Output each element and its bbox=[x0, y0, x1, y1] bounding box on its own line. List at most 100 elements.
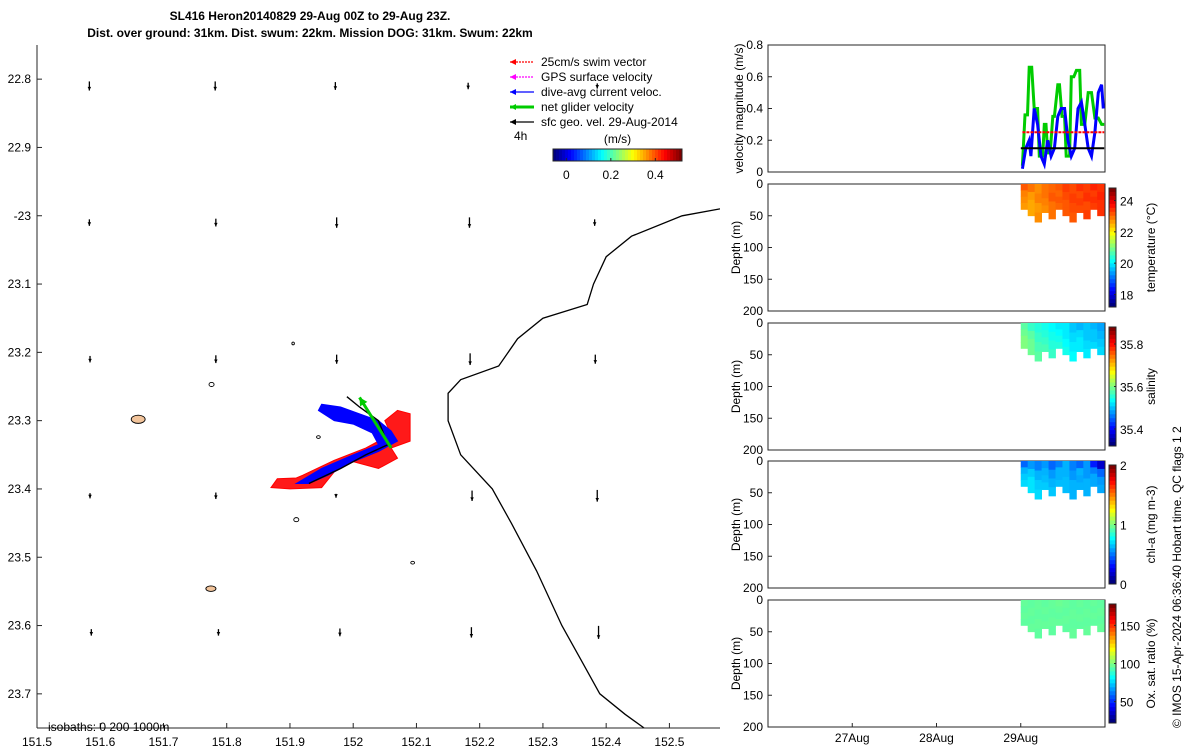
speed-colorbar-seg-8 bbox=[577, 149, 581, 161]
heatmap-cell-1-0-3 bbox=[1041, 323, 1049, 331]
speed-colorbar-tick-label-2: 0.4 bbox=[647, 168, 664, 182]
heatmap-cell-1-0-6 bbox=[1062, 323, 1070, 332]
colorbar-seg-1-22 bbox=[1109, 414, 1116, 419]
sfc-vel-arrowhead-0-4 bbox=[595, 84, 599, 89]
sfc-vel-arrowhead-0-0 bbox=[87, 86, 92, 91]
heatmap-cell-2-1-9 bbox=[1083, 469, 1091, 479]
speed-colorbar-seg-12 bbox=[589, 149, 593, 161]
colorbar-seg-1-7 bbox=[1109, 354, 1116, 360]
colorbar-seg-0-16 bbox=[1109, 251, 1116, 256]
colorbar-seg-0-3 bbox=[1109, 199, 1116, 205]
heatmap-cell-3-0-0 bbox=[1020, 600, 1029, 607]
speed-colorbar-seg-0 bbox=[553, 149, 557, 161]
heatmap-cell-1-3-7 bbox=[1069, 351, 1077, 362]
map-y-tick-label-0: 22.8 bbox=[8, 72, 32, 86]
colorbar-seg-1-0 bbox=[1109, 327, 1116, 332]
colorbar-label-2: chl-a (mg m-3) bbox=[1144, 485, 1158, 563]
colorbar-seg-2-19 bbox=[1109, 540, 1116, 545]
colorbar-seg-0-10 bbox=[1109, 227, 1116, 233]
velocity-y-tick-label-0: 0 bbox=[756, 165, 763, 179]
map-y-tick-label-3: 23.1 bbox=[8, 277, 32, 291]
speed-colorbar-seg-30 bbox=[643, 149, 647, 161]
heatmap-cell-2-0-8 bbox=[1076, 461, 1084, 469]
velocity-series-1 bbox=[1020, 84, 1105, 170]
colorbar-seg-1-25 bbox=[1109, 426, 1116, 431]
velocity-ylabel: velocity magnitude (m/s) bbox=[732, 43, 746, 173]
heatmap-cell-1-3-3 bbox=[1041, 344, 1049, 352]
speed-colorbar-seg-7 bbox=[574, 149, 578, 161]
speed-colorbar-seg-3 bbox=[562, 149, 566, 161]
heatmap-cell-0-1-5 bbox=[1055, 190, 1063, 198]
heatmap-cell-0-1-9 bbox=[1083, 192, 1091, 202]
colorbar-seg-2-28 bbox=[1109, 576, 1116, 581]
heatmap-cell-0-3-3 bbox=[1041, 205, 1049, 213]
heatmap-cell-1-0-5 bbox=[1055, 323, 1063, 330]
colorbar-seg-3-8 bbox=[1109, 635, 1116, 641]
colorbar-seg-2-7 bbox=[1109, 492, 1116, 498]
colorbar-seg-0-5 bbox=[1109, 207, 1116, 213]
heatmap-cell-3-0-1 bbox=[1027, 600, 1036, 609]
colorbar-seg-0-0 bbox=[1109, 188, 1116, 193]
colorbar-seg-0-17 bbox=[1109, 255, 1116, 260]
heatmap-cell-3-1-8 bbox=[1076, 607, 1084, 615]
colorbar-seg-1-2 bbox=[1109, 334, 1116, 340]
map-plot-area bbox=[87, 81, 720, 728]
colorbar-tick-label-3-2: 150 bbox=[1120, 619, 1140, 633]
speed-colorbar-seg-34 bbox=[655, 149, 659, 161]
legend-arrowhead-1 bbox=[510, 74, 516, 80]
legend-arrowhead-0 bbox=[510, 59, 516, 65]
heatmap-cell-3-3-4 bbox=[1048, 626, 1056, 636]
heatmap-cell-1-0-11 bbox=[1097, 323, 1105, 332]
heatmap-cell-3-3-8 bbox=[1076, 621, 1084, 629]
speed-colorbar-frame bbox=[552, 148, 683, 162]
speed-colorbar-seg-17 bbox=[604, 149, 608, 161]
colorbar-seg-3-11 bbox=[1109, 647, 1116, 653]
heatmap-cell-0-3-9 bbox=[1083, 210, 1091, 220]
map-y-tick-label-6: 23.4 bbox=[8, 482, 32, 496]
colorbar-seg-1-19 bbox=[1109, 402, 1116, 407]
heatmap-cell-3-3-1 bbox=[1027, 623, 1036, 633]
speed-colorbar-seg-36 bbox=[661, 149, 665, 161]
heatmap-cell-1-2-4 bbox=[1048, 340, 1056, 350]
colorbar-seg-1-16 bbox=[1109, 390, 1116, 395]
colorbar-seg-2-26 bbox=[1109, 568, 1116, 573]
sfc-vel-arrowhead-1-2 bbox=[334, 224, 339, 228]
colorbar-seg-2-2 bbox=[1109, 472, 1116, 478]
map-x-tick-label-9: 152.4 bbox=[591, 735, 621, 749]
colorbar-seg-0-8 bbox=[1109, 219, 1116, 225]
speed-colorbar-seg-16 bbox=[601, 149, 605, 161]
heatmap-cell-2-3-0 bbox=[1020, 480, 1029, 487]
colorbar-seg-3-1 bbox=[1109, 607, 1116, 613]
colorbar-seg-2-20 bbox=[1109, 544, 1116, 549]
colorbar-seg-3-7 bbox=[1109, 631, 1116, 637]
map-x-tick-label-10: 152.5 bbox=[654, 735, 684, 749]
map-x-tick-label-0: 151.5 bbox=[22, 735, 52, 749]
map-y-tick-label-9: 23.7 bbox=[8, 687, 32, 701]
heatmap-cell-3-1-2 bbox=[1034, 609, 1043, 620]
colorbar-seg-1-27 bbox=[1109, 434, 1116, 439]
sfc-vel-arrowhead-2-3 bbox=[468, 361, 472, 366]
legend-label-4: sfc geo. vel. 29-Aug-2014 bbox=[541, 115, 678, 129]
heatmap-cell-2-3-3 bbox=[1041, 482, 1049, 490]
colorbar-seg-3-0 bbox=[1109, 604, 1116, 609]
colorbar-seg-1-4 bbox=[1109, 342, 1116, 348]
speed-colorbar-seg-14 bbox=[595, 149, 599, 161]
heatmap-cell-3-1-11 bbox=[1097, 607, 1105, 617]
colorbar-seg-1-8 bbox=[1109, 358, 1116, 364]
heatmap-cell-0-0-9 bbox=[1083, 184, 1091, 194]
heatmap-cell-1-1-0 bbox=[1020, 329, 1029, 337]
sfc-vel-arrowhead-4-4 bbox=[596, 635, 601, 639]
heatmap-cell-2-0-11 bbox=[1097, 461, 1105, 470]
heatmap-cell-2-1-0 bbox=[1020, 467, 1029, 475]
heatmap-cell-0-2-4 bbox=[1048, 201, 1056, 211]
colorbar-seg-3-5 bbox=[1109, 623, 1116, 629]
heatmap-cell-0-0-3 bbox=[1041, 184, 1049, 192]
colorbar-seg-0-6 bbox=[1109, 211, 1116, 217]
heatmap-cell-0-0-7 bbox=[1069, 184, 1077, 194]
heatmap-cell-1-2-7 bbox=[1069, 342, 1077, 352]
reef-2 bbox=[208, 381, 215, 387]
heatmap-cell-2-2-5 bbox=[1055, 473, 1063, 481]
heatmap-cell-2-1-10 bbox=[1090, 467, 1098, 475]
depth-y-tick-label-3-2: 100 bbox=[743, 657, 763, 671]
